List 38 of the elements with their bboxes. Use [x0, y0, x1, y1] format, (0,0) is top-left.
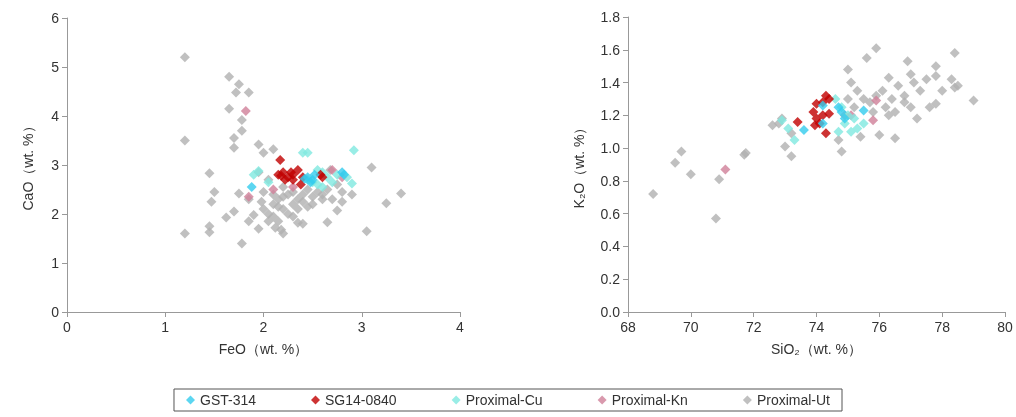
x-tick-label: 1: [161, 319, 170, 335]
y-tick-label: 2: [51, 206, 60, 222]
x-axis-title: FeO（wt. %）: [218, 341, 309, 357]
y-tick-label: 3: [51, 157, 60, 173]
x-axis-title: SiO₂（wt. %）: [771, 341, 862, 357]
legend-label: SG14-0840: [325, 392, 397, 408]
x-tick-label: 80: [997, 319, 1013, 335]
y-tick-label: 0.2: [600, 271, 621, 288]
y-tick-label: 1.8: [600, 9, 621, 25]
legend-label: Proximal-Cu: [465, 392, 543, 408]
x-tick-label: 68: [620, 319, 636, 335]
x-tick-label: 4: [456, 319, 465, 335]
y-tick-label: 0.4: [600, 238, 621, 255]
y-tick-label: 1.6: [600, 41, 621, 58]
y-tick-label: 5: [51, 59, 60, 75]
x-tick-label: 2: [259, 319, 268, 335]
y-tick-label: 0: [51, 304, 60, 320]
y-tick-label: 0.6: [600, 205, 621, 222]
y-tick-label: 1.2: [600, 107, 621, 124]
y-tick-label: 4: [51, 108, 60, 124]
x-tick-label: 3: [357, 319, 366, 335]
legend-label: Proximal-Kn: [611, 392, 688, 408]
x-tick-label: 72: [745, 319, 762, 335]
y-tick-label: 1.0: [600, 140, 621, 157]
x-tick-label: 78: [934, 319, 951, 335]
x-tick-label: 76: [871, 319, 888, 335]
legend-label: Proximal-Ut: [756, 392, 831, 408]
y-tick-label: 6: [51, 10, 60, 26]
y-tick-label: 0.0: [600, 304, 621, 320]
x-tick-label: 0: [63, 319, 72, 335]
legend-label: GST-314: [200, 392, 257, 408]
x-tick-label: 74: [808, 319, 825, 335]
y-tick-label: 1.4: [600, 74, 621, 91]
x-tick-label: 70: [683, 319, 699, 335]
y-tick-label: 0.8: [600, 172, 621, 189]
y-axis-title: K₂O（wt. %）: [571, 120, 587, 209]
y-axis-title: CaO（wt. %）: [20, 119, 36, 211]
y-tick-label: 1: [51, 255, 60, 271]
